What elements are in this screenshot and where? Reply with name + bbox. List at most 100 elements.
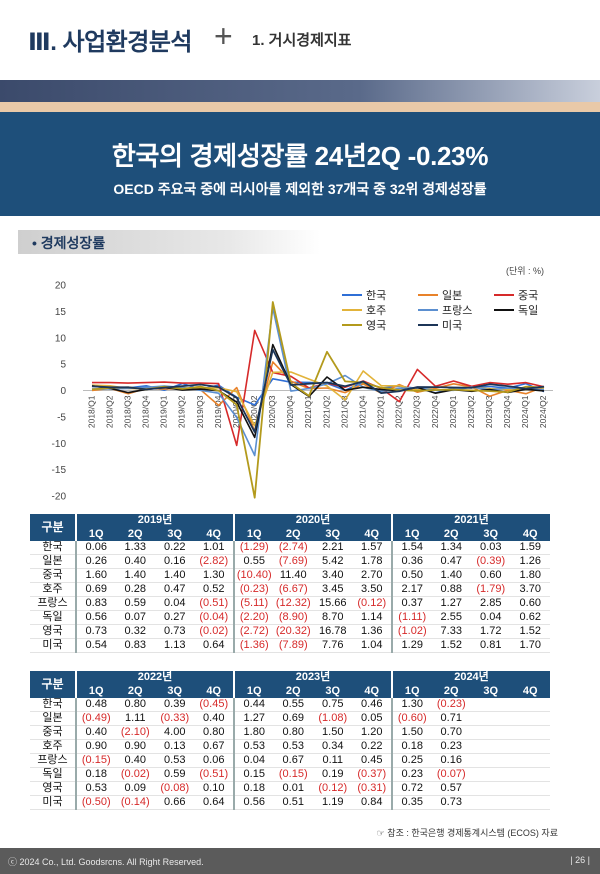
table-row-label: 중국 (30, 568, 77, 583)
table-cell: 0.11 (313, 753, 353, 768)
table-row: 미국 0.54 0.83 1.13 0.64 (1.36) (7.89) 7.76 1.04 1.… (30, 638, 550, 653)
table-cell: 0.73 (155, 624, 195, 639)
table-row: 독일 0.56 0.07 0.27 (0.04) (2.20) (8.90) 8.70 1.14… (30, 610, 550, 625)
table-cell: 0.32 (115, 624, 155, 639)
table-header-quarter: 1Q (233, 527, 274, 541)
table-cell: (1.36) (233, 638, 274, 653)
table-cell (471, 767, 511, 782)
table-header-quarter: 4Q (352, 527, 392, 541)
table-cell: 1.57 (352, 541, 392, 555)
table-cell: (0.60) (391, 711, 432, 726)
table-cell: 0.88 (431, 582, 471, 597)
table-cell: 0.83 (75, 596, 116, 611)
x-tick-label: 2022/Q1 (376, 395, 386, 428)
table-cell: 5.42 (313, 554, 353, 569)
table-row: 중국 1.60 1.40 1.40 1.30 (10.40) 11.40 3.40 2.70 0.… (30, 568, 550, 583)
table-cell: 0.35 (391, 795, 432, 810)
legend-label: 호주 (366, 304, 386, 317)
table-header-year: 2020년 (233, 514, 392, 528)
legend-label: 독일 (518, 303, 538, 317)
table-cell: 4.00 (155, 725, 195, 740)
table-cell: 1.40 (431, 568, 471, 583)
table-cell: 2.70 (352, 568, 392, 583)
table-cell: 1.01 (194, 541, 234, 555)
table-cell: (0.23) (431, 698, 471, 712)
x-tick-label: 2020/Q3 (267, 395, 277, 428)
table-row: 독일 0.18 (0.02) 0.59 (0.51) 0.15 (0.15) 0.19 (0.3… (30, 767, 550, 782)
table-cell: 0.48 (75, 698, 116, 712)
x-tick-label: 2020/Q2 (249, 395, 259, 428)
x-tick-label: 2022/Q2 (394, 395, 404, 428)
x-tick-label: 2024/Q1 (520, 395, 530, 428)
table-row: 영국 0.73 0.32 0.73 (0.02) (2.72) (20.32) 16.78 1.… (30, 624, 550, 639)
table-header-quarter: 2Q (431, 527, 471, 541)
table-cell: 0.53 (273, 739, 313, 754)
table-header-quarter: 1Q (75, 684, 116, 698)
table-row: 한국 0.06 1.33 0.22 1.01 (1.29) (2.74) 2.21 1.57 1.… (30, 541, 550, 555)
table-cell: (2.74) (273, 541, 313, 555)
table-cell: 1.14 (352, 610, 392, 625)
table-cell: 0.39 (155, 698, 195, 712)
table-cell: 2.55 (431, 610, 471, 625)
table-cell: 0.73 (431, 795, 471, 810)
table-cell: 0.18 (391, 739, 432, 754)
table-cell: 0.06 (75, 541, 116, 555)
table-cell: 0.05 (352, 711, 392, 726)
table-row: 미국 (0.50) (0.14) 0.66 0.64 0.56 0.51 1.19 0.84 0.… (30, 795, 550, 810)
table-cell: 0.45 (352, 753, 392, 768)
table-cell: 0.67 (194, 739, 234, 754)
table-cell: 1.40 (155, 568, 195, 583)
table-cell: 0.59 (155, 767, 195, 782)
x-tick-label: 2019/Q3 (195, 395, 205, 428)
table-cell: 1.29 (391, 638, 432, 653)
table-cell: (0.15) (273, 767, 313, 782)
table-cell: 0.34 (313, 739, 353, 754)
table-cell (510, 781, 550, 796)
page-number: | 26 | (570, 855, 590, 865)
table-cell: 0.28 (115, 582, 155, 597)
table-cell: 1.27 (431, 596, 471, 611)
table-cell (471, 795, 511, 810)
banner-subtitle: OECD 주요국 중에 러시아를 제외한 37개국 중 32위 경제성장률 (113, 181, 487, 197)
table-cell (471, 781, 511, 796)
table-cell: 2.21 (313, 541, 353, 555)
x-tick-label: 2018/Q1 (86, 395, 96, 428)
table-cell: 0.75 (313, 698, 353, 712)
source-note: ☞ 참조 : 한국은행 경제통계시스템 (ECOS) 자료 (376, 828, 558, 838)
x-tick-label: 2023/Q3 (484, 395, 494, 428)
table-cell: (2.72) (233, 624, 274, 639)
table-cell: 0.52 (194, 582, 234, 597)
table-cell: (0.31) (352, 781, 392, 796)
table-cell: 0.69 (75, 582, 116, 597)
table-cell: 0.04 (471, 610, 511, 625)
table-cell: (0.49) (75, 711, 116, 726)
table-cell: 2.85 (471, 596, 511, 611)
table-cell: 0.62 (510, 610, 550, 625)
legend-label: 영국 (366, 319, 386, 332)
table-cell: 0.84 (352, 795, 392, 810)
table-cell: 1.27 (233, 711, 274, 726)
table-cell: 0.53 (155, 753, 195, 768)
table-cell (510, 711, 550, 726)
y-tick-label: -5 (57, 412, 66, 423)
table-cell: 3.40 (313, 568, 353, 583)
table-cell: (0.15) (75, 753, 116, 768)
table-header-quarter: 3Q (471, 527, 511, 541)
table-cell: 0.53 (75, 781, 116, 796)
table-cell: (0.39) (471, 554, 511, 569)
table-cell: (0.37) (352, 767, 392, 782)
table-cell: 0.55 (233, 554, 274, 569)
table-cell: 1.36 (352, 624, 392, 639)
table-cell: (20.32) (273, 624, 313, 639)
table-cell: 0.04 (155, 596, 195, 611)
table-cell: (0.23) (233, 582, 274, 597)
table-cell: (1.08) (313, 711, 353, 726)
table-row: 프랑스 0.83 0.59 0.04 (0.51) (5.11) (12.32) 15.66(… (30, 596, 550, 611)
table-cell: 0.36 (391, 554, 432, 569)
table-cell: 0.04 (233, 753, 274, 768)
table-cell: 0.10 (194, 781, 234, 796)
x-tick-label: 2022/Q4 (430, 395, 440, 428)
table-row-label: 일본 (30, 554, 77, 569)
x-tick-label: 2021/Q1 (303, 395, 313, 428)
x-tick-label: 2023/Q2 (466, 395, 476, 428)
